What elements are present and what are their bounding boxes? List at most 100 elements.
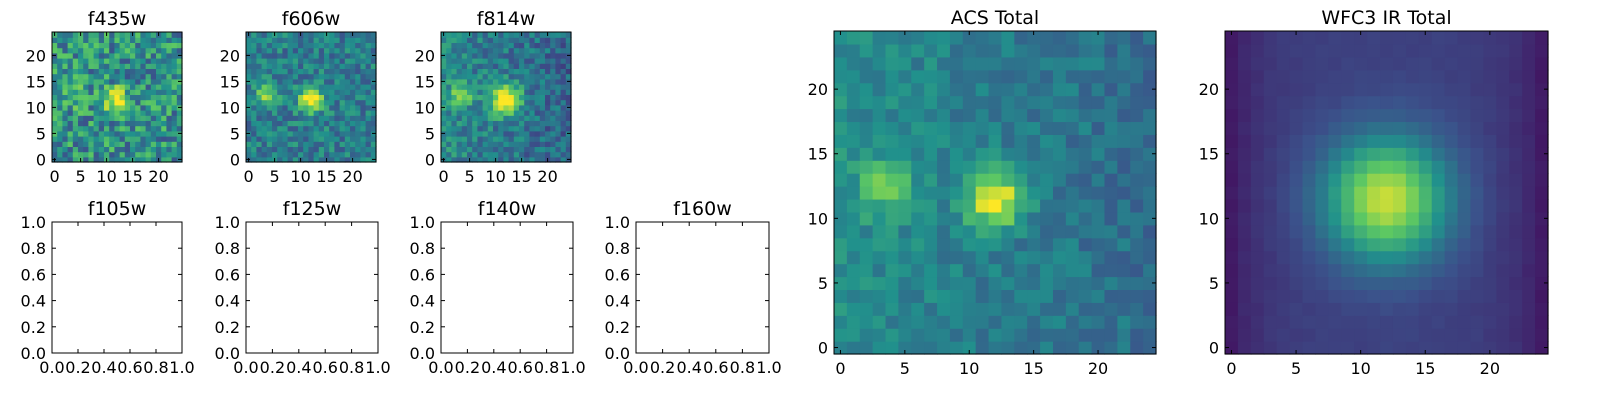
heatmap-cell xyxy=(1328,43,1342,58)
heatmap-cell xyxy=(834,250,848,265)
heatmap-cell xyxy=(1509,56,1523,71)
heatmap-cell xyxy=(456,136,463,142)
heatmap-cell xyxy=(272,84,278,90)
heatmap-cell xyxy=(282,120,289,127)
heatmap-cell xyxy=(135,78,141,85)
heatmap-cell xyxy=(124,68,131,75)
heatmap-cell xyxy=(355,141,361,147)
heatmap-cell xyxy=(150,78,157,85)
heatmap-cell xyxy=(565,136,572,142)
heatmap-cell xyxy=(130,110,136,116)
heatmap-cell xyxy=(318,52,325,59)
heatmap-cell xyxy=(898,147,912,161)
heatmap-cell xyxy=(298,104,304,111)
heatmap-cell xyxy=(88,141,95,147)
heatmap-cell xyxy=(329,37,335,43)
heatmap-cell xyxy=(308,125,315,132)
heatmap-cell xyxy=(57,32,63,38)
heatmap-cell xyxy=(140,136,147,142)
heatmap-cell xyxy=(324,52,330,59)
heatmap-cell xyxy=(846,147,861,161)
heatmap-cell xyxy=(282,63,289,69)
heatmap-cell xyxy=(135,110,141,116)
heatmap-cell xyxy=(292,68,299,75)
heatmap-cell xyxy=(287,136,294,142)
heatmap-cell xyxy=(534,52,541,59)
heatmap-cell xyxy=(161,125,167,132)
heatmap-cell xyxy=(303,47,309,54)
heatmap-cell xyxy=(1470,121,1484,135)
heatmap-cell xyxy=(119,89,126,95)
heatmap-cell xyxy=(282,84,289,90)
heatmap-cell xyxy=(1091,302,1106,316)
heatmap-cell xyxy=(1354,160,1368,174)
heatmap-cell xyxy=(1496,302,1510,316)
heatmap-cell xyxy=(1380,250,1394,265)
heatmap-cell xyxy=(846,69,861,84)
heatmap-cell xyxy=(156,151,162,158)
heatmap-cell xyxy=(287,37,294,43)
heatmap-cell xyxy=(962,108,977,123)
heatmap-cell xyxy=(461,84,468,90)
heatmap-cell xyxy=(72,73,79,80)
heatmap-cell xyxy=(98,156,105,163)
heatmap-cell xyxy=(329,110,335,116)
heatmap-cell xyxy=(529,115,536,121)
heatmap-cell xyxy=(313,32,320,38)
heatmap-cell xyxy=(277,146,283,153)
heatmap-cell xyxy=(140,84,147,90)
heatmap-cell xyxy=(344,89,351,95)
heatmap-cell xyxy=(1470,289,1484,303)
heatmap-cell xyxy=(472,47,478,54)
heatmap-cell xyxy=(1470,302,1484,316)
heatmap-cell xyxy=(62,68,69,75)
heatmap-cell xyxy=(272,146,278,153)
heatmap-cell xyxy=(298,110,304,116)
heatmap-cell xyxy=(135,120,141,127)
heatmap-cell xyxy=(1418,328,1433,342)
heatmap-cell xyxy=(962,198,977,213)
heatmap-cell xyxy=(1001,31,1015,45)
heatmap-cell xyxy=(545,146,551,153)
heatmap-cell xyxy=(1418,302,1433,316)
heatmap-cell xyxy=(161,58,167,64)
heatmap-cell xyxy=(313,120,320,127)
heatmap-cell xyxy=(83,32,89,38)
heatmap-cell xyxy=(1380,147,1394,161)
heatmap-cell xyxy=(1078,315,1093,329)
heatmap-cell xyxy=(1341,134,1355,148)
heatmap-cell xyxy=(119,136,126,142)
heatmap-cell xyxy=(272,151,278,158)
heatmap-cell xyxy=(524,58,530,64)
heatmap-cell xyxy=(171,146,178,153)
heatmap-cell xyxy=(62,125,69,132)
heatmap-cell xyxy=(150,47,157,54)
heatmap-cell xyxy=(565,125,572,132)
heatmap-cell xyxy=(477,156,484,163)
heatmap-cell xyxy=(308,136,315,142)
heatmap-cell xyxy=(1431,173,1446,187)
heatmap-cell xyxy=(78,130,84,137)
heatmap-cell xyxy=(1522,31,1536,45)
heatmap-cell xyxy=(1522,237,1536,252)
heatmap-cell xyxy=(872,82,887,97)
heatmap-cell xyxy=(150,37,157,43)
heatmap-cell xyxy=(350,52,356,59)
heatmap-cell xyxy=(446,78,452,85)
heatmap-cell xyxy=(467,89,473,95)
heatmap-cell xyxy=(334,156,341,163)
heatmap-cell xyxy=(962,186,977,200)
heatmap-cell xyxy=(937,276,951,290)
heatmap-cell xyxy=(88,115,95,121)
heatmap-cell xyxy=(487,37,494,43)
panel-title: f606w xyxy=(282,8,341,30)
heatmap-cell xyxy=(119,141,126,147)
heatmap-cell xyxy=(140,89,147,95)
heatmap-cell xyxy=(550,99,556,106)
heatmap-cell xyxy=(1027,315,1041,329)
heatmap-cell xyxy=(513,94,520,101)
heatmap-cell xyxy=(303,42,309,49)
heatmap-cell xyxy=(339,37,346,43)
heatmap-cell xyxy=(1483,315,1497,329)
heatmap-cell xyxy=(924,328,938,342)
